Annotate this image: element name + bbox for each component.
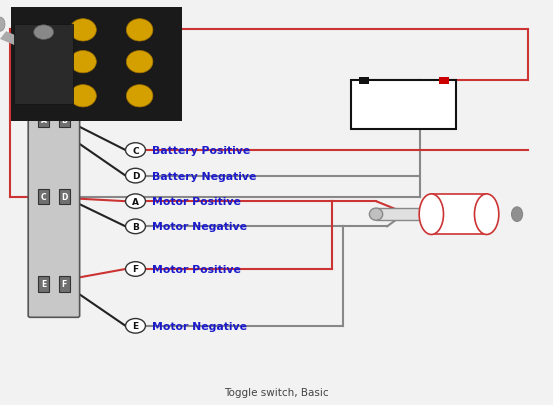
Text: Battery Positive: Battery Positive <box>152 146 251 156</box>
Bar <box>38 112 49 128</box>
Bar <box>376 209 431 221</box>
Circle shape <box>126 262 145 277</box>
Ellipse shape <box>126 19 153 42</box>
Text: Motor Positive: Motor Positive <box>152 264 241 274</box>
Text: B: B <box>61 115 67 124</box>
Bar <box>59 112 70 128</box>
Bar <box>439 77 448 85</box>
Ellipse shape <box>70 19 96 42</box>
Text: C: C <box>132 146 139 155</box>
Text: Toggle switch, Basic: Toggle switch, Basic <box>224 387 329 397</box>
Text: Motor Negative: Motor Negative <box>152 321 247 331</box>
Circle shape <box>126 220 145 234</box>
Text: Motor Positive: Motor Positive <box>152 197 241 207</box>
Ellipse shape <box>512 207 523 222</box>
Ellipse shape <box>369 209 383 221</box>
Text: F: F <box>132 265 139 274</box>
Bar <box>38 190 49 205</box>
Circle shape <box>34 26 54 40</box>
Circle shape <box>126 194 145 209</box>
Text: D: D <box>61 193 67 202</box>
Circle shape <box>126 319 145 333</box>
Text: D: D <box>132 172 139 181</box>
Bar <box>351 81 456 130</box>
Bar <box>59 190 70 205</box>
Ellipse shape <box>70 85 96 108</box>
Circle shape <box>126 169 145 183</box>
Text: A: A <box>40 115 46 124</box>
Text: F: F <box>61 280 67 289</box>
Bar <box>0 32 35 52</box>
Ellipse shape <box>474 194 499 235</box>
Ellipse shape <box>0 18 5 32</box>
Ellipse shape <box>419 194 444 235</box>
Ellipse shape <box>126 51 153 74</box>
Bar <box>359 77 369 85</box>
Text: A: A <box>132 197 139 206</box>
Ellipse shape <box>70 51 96 74</box>
Bar <box>59 277 70 292</box>
Text: Motor Negative: Motor Negative <box>152 222 247 232</box>
Text: E: E <box>132 322 139 330</box>
Bar <box>14 25 73 104</box>
Circle shape <box>126 143 145 158</box>
Bar <box>11 8 182 121</box>
FancyBboxPatch shape <box>28 79 80 318</box>
Text: B: B <box>132 222 139 231</box>
Text: E: E <box>41 280 46 289</box>
Text: C: C <box>41 193 46 202</box>
Text: Battery Negative: Battery Negative <box>152 171 257 181</box>
Bar <box>431 194 487 235</box>
Ellipse shape <box>126 85 153 108</box>
Bar <box>38 277 49 292</box>
